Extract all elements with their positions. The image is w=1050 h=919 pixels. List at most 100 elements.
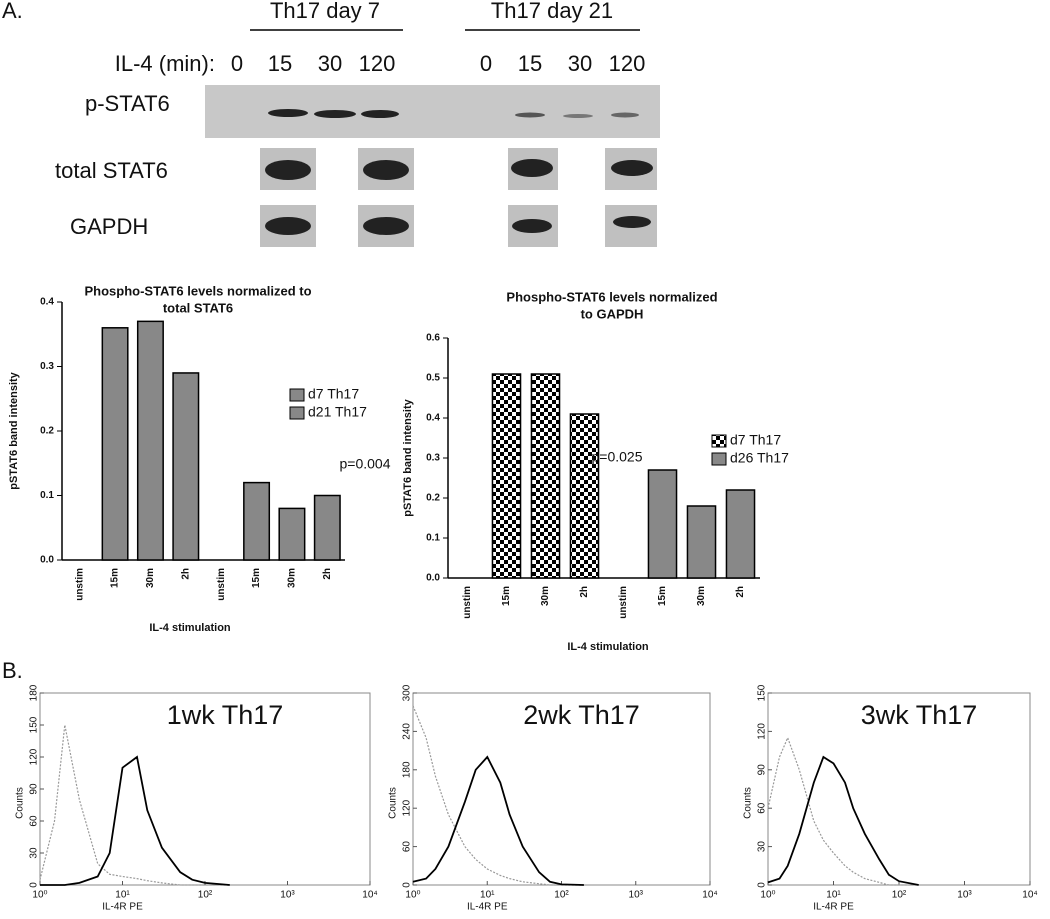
y-tick-label: 0.0 [40,555,54,566]
x-tick-label: 10⁴ [702,890,717,901]
legend-swatch [289,388,305,402]
y-tick-label: 150 [757,684,768,701]
y-tick-label: 180 [402,761,413,778]
panel-label: B. [2,658,23,683]
x-tick-label: 15m [501,586,512,606]
chart-title: total STAT6 [163,300,233,315]
bar [530,373,561,579]
y-tick-label: 90 [29,783,40,795]
y-tick-label: 0.1 [426,533,440,544]
y-tick-label: 0.6 [426,333,440,344]
y-tick-label: 0 [402,882,413,888]
x-tick-label: 10⁴ [362,890,377,901]
y-axis-label: Counts [15,787,26,819]
lane-header: IL-4 (min): [115,51,215,76]
y-tick-label: 0.3 [426,453,440,464]
bar [101,327,129,561]
blot-row-label: total STAT6 [55,158,168,183]
chart-title: to GAPDH [581,306,644,321]
bar [172,372,200,561]
x-tick-label: 30m [696,586,707,606]
y-tick-label: 30 [757,841,768,853]
x-axis-label: IL-4R PE [102,902,143,913]
legend-swatch [711,434,727,448]
bar [686,505,717,579]
bar [278,507,306,561]
x-tick-label: 15m [110,568,121,588]
y-tick-label: 150 [29,716,40,733]
y-tick-label: 0 [757,882,768,888]
y-tick-label: 60 [402,841,413,853]
x-tick-label: 10⁰ [405,890,420,901]
legend-label: d26 Th17 [730,450,789,466]
bar [725,489,756,579]
y-tick-label: 0.4 [40,297,54,308]
x-tick-label: 10⁰ [760,890,775,901]
x-tick-label: 2h [735,586,746,598]
y-tick-label: 120 [402,799,413,816]
y-tick-label: 240 [402,723,413,740]
legend-swatch [289,406,305,420]
y-tick-label: 30 [29,847,40,859]
lane-label: 120 [609,51,646,76]
lane-label: 0 [480,51,492,76]
bar [313,494,341,561]
y-tick-label: 0.0 [426,573,440,584]
lane-label: 15 [518,51,542,76]
y-tick-label: 0.2 [426,493,440,504]
histogram-line [767,736,919,886]
x-tick-label: 10² [554,890,569,901]
x-tick-label: 10⁰ [32,890,47,901]
chart-title: 1wk Th17 [167,700,284,730]
y-axis-label: Counts [388,787,399,819]
y-axis-label: pSTAT6 band intensity [8,371,20,489]
x-tick-label: unstim [618,586,629,619]
panel-label: A. [2,0,23,23]
histogram-line [412,755,584,886]
x-tick-label: 10² [892,890,907,901]
legend-label: d7 Th17 [730,432,781,448]
y-tick-label: 60 [757,802,768,814]
group-label: Th17 day 21 [491,0,613,23]
x-tick-label: 2h [579,586,590,598]
bar [491,373,522,579]
x-tick-label: 10³ [957,890,972,901]
y-tick-label: 0 [29,882,40,888]
bar [569,413,600,579]
blot [205,29,660,247]
x-axis-label: IL-4 stimulation [567,641,649,653]
y-tick-label: 90 [757,764,768,776]
histogram-line [39,724,230,886]
group-label: Th17 day 7 [270,0,380,23]
y-tick-label: 60 [29,815,40,827]
y-tick-label: 0.3 [40,361,54,372]
x-tick-label: 15m [657,586,668,606]
x-tick-label: 10³ [629,890,644,901]
legend-label: d7 Th17 [308,386,359,402]
chart-title: Phospho-STAT6 levels normalized [506,289,717,304]
y-axis-label: pSTAT6 band intensity [402,398,414,516]
bar [647,469,678,579]
x-tick-label: 30m [540,586,551,606]
y-axis-label: Counts [743,787,754,819]
legend-swatch [711,452,727,466]
annotation: p=0.025 [592,449,643,465]
x-tick-label: 10¹ [115,890,130,901]
y-tick-label: 180 [29,684,40,701]
x-tick-label: 10¹ [826,890,841,901]
x-tick-label: 2h [180,568,191,580]
histogram-line [412,705,584,886]
y-tick-label: 0.2 [40,426,54,437]
chart-title: 3wk Th17 [861,700,978,730]
x-tick-label: unstim [74,568,85,601]
x-tick-label: 10³ [280,890,295,901]
lane-label: 30 [568,51,592,76]
x-tick-label: 30m [145,568,156,588]
y-tick-label: 120 [29,748,40,765]
blot-row-label: p-STAT6 [85,91,170,116]
x-tick-label: 30m [287,568,298,588]
y-tick-label: 0.1 [40,490,54,501]
x-tick-label: 2h [322,568,333,580]
x-tick-label: unstim [216,568,227,601]
